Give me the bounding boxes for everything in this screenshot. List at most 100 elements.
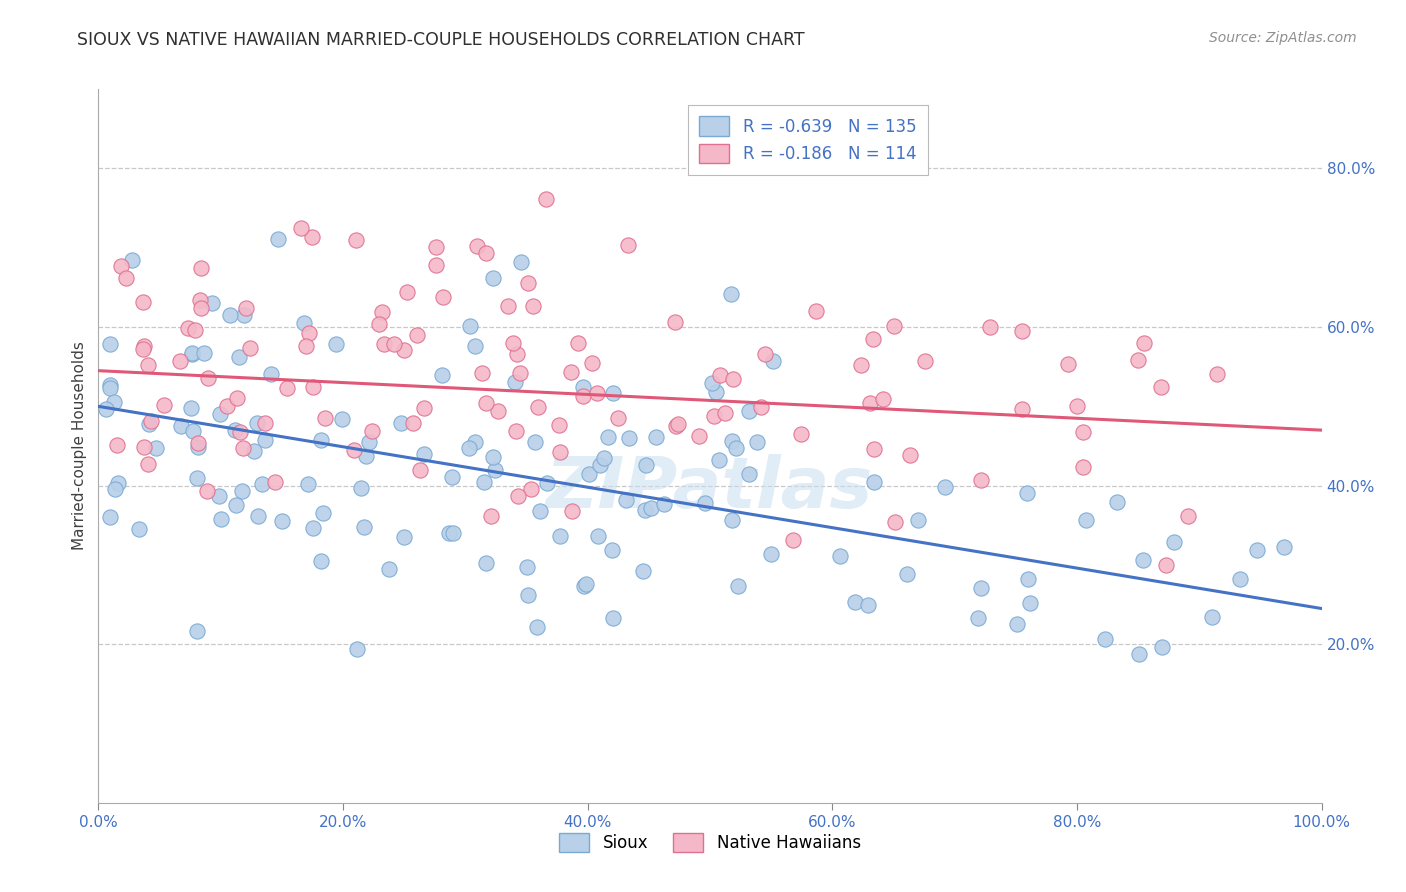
Sioux <box>863 475 886 489</box>
Sioux <box>1229 572 1251 586</box>
Sioux <box>762 353 785 368</box>
Sioux <box>359 435 381 450</box>
Native Hawaiians <box>141 414 163 428</box>
Native Hawaiians <box>872 392 894 406</box>
Sioux <box>529 503 551 517</box>
Native Hawaiians <box>883 318 905 333</box>
Sioux <box>575 577 598 591</box>
Native Hawaiians <box>425 240 447 254</box>
Native Hawaiians <box>522 299 544 313</box>
Sioux <box>645 430 668 444</box>
Native Hawaiians <box>343 443 366 458</box>
Text: SIOUX VS NATIVE HAWAIIAN MARRIED-COUPLE HOUSEHOLDS CORRELATION CHART: SIOUX VS NATIVE HAWAIIAN MARRIED-COUPLE … <box>77 31 806 49</box>
Sioux <box>907 512 929 526</box>
Sioux <box>472 475 495 489</box>
Native Hawaiians <box>188 293 211 307</box>
Native Hawaiians <box>295 339 318 353</box>
Sioux <box>761 547 783 561</box>
Sioux <box>1201 610 1223 624</box>
Sioux <box>187 440 209 454</box>
Sioux <box>586 529 609 543</box>
Native Hawaiians <box>550 444 572 458</box>
Sioux <box>967 610 990 624</box>
Sioux <box>738 467 761 481</box>
Sioux <box>330 412 353 426</box>
Sioux <box>536 475 558 490</box>
Sioux <box>242 444 264 458</box>
Sioux <box>311 434 333 448</box>
Sioux <box>614 493 637 508</box>
Native Hawaiians <box>177 321 200 335</box>
Sioux <box>503 375 526 389</box>
Native Hawaiians <box>225 392 247 406</box>
Native Hawaiians <box>264 475 287 490</box>
Sioux <box>103 395 125 409</box>
Native Hawaiians <box>1133 335 1156 350</box>
Native Hawaiians <box>402 417 425 431</box>
Text: ZIPatlas: ZIPatlas <box>547 454 873 524</box>
Native Hawaiians <box>290 221 312 235</box>
Native Hawaiians <box>509 366 531 380</box>
Sioux <box>98 378 121 392</box>
Sioux <box>617 431 640 445</box>
Sioux <box>640 501 662 516</box>
Native Hawaiians <box>754 347 776 361</box>
Sioux <box>128 522 150 536</box>
Sioux <box>510 255 533 269</box>
Native Hawaiians <box>1156 558 1178 572</box>
Sioux <box>209 407 232 421</box>
Sioux <box>325 336 347 351</box>
Sioux <box>228 350 250 364</box>
Sioux <box>356 449 378 463</box>
Native Hawaiians <box>703 409 725 423</box>
Native Hawaiians <box>666 417 689 431</box>
Legend: Sioux, Native Hawaiians: Sioux, Native Hawaiians <box>553 826 868 859</box>
Native Hawaiians <box>169 354 191 368</box>
Sioux <box>245 416 267 430</box>
Native Hawaiians <box>301 380 323 394</box>
Sioux <box>464 339 486 353</box>
Native Hawaiians <box>134 440 156 454</box>
Sioux <box>186 470 208 484</box>
Native Hawaiians <box>395 285 418 299</box>
Sioux <box>858 598 880 612</box>
Sioux <box>721 513 744 527</box>
Native Hawaiians <box>567 335 589 350</box>
Sioux <box>721 434 744 448</box>
Native Hawaiians <box>370 305 392 319</box>
Sioux <box>121 253 143 268</box>
Sioux <box>377 562 399 576</box>
Sioux <box>700 376 723 390</box>
Sioux <box>747 435 769 450</box>
Sioux <box>475 556 498 570</box>
Native Hawaiians <box>132 342 155 356</box>
Sioux <box>145 441 167 455</box>
Native Hawaiians <box>502 335 524 350</box>
Native Hawaiians <box>405 328 427 343</box>
Sioux <box>208 489 231 503</box>
Sioux <box>312 506 335 520</box>
Sioux <box>96 402 118 417</box>
Native Hawaiians <box>664 315 686 329</box>
Sioux <box>896 566 918 581</box>
Sioux <box>107 475 129 490</box>
Native Hawaiians <box>368 318 391 332</box>
Native Hawaiians <box>235 301 257 315</box>
Sioux <box>231 484 253 499</box>
Sioux <box>464 434 486 449</box>
Native Hawaiians <box>1205 368 1227 382</box>
Native Hawaiians <box>496 299 519 313</box>
Native Hawaiians <box>195 483 218 498</box>
Sioux <box>232 308 254 322</box>
Sioux <box>593 451 616 466</box>
Sioux <box>247 508 270 523</box>
Native Hawaiians <box>1011 402 1033 417</box>
Sioux <box>1107 495 1129 509</box>
Sioux <box>250 477 273 491</box>
Native Hawaiians <box>1011 324 1033 338</box>
Sioux <box>193 346 215 360</box>
Sioux <box>1017 572 1039 586</box>
Sioux <box>457 441 479 455</box>
Native Hawaiians <box>560 365 582 379</box>
Sioux <box>440 470 463 484</box>
